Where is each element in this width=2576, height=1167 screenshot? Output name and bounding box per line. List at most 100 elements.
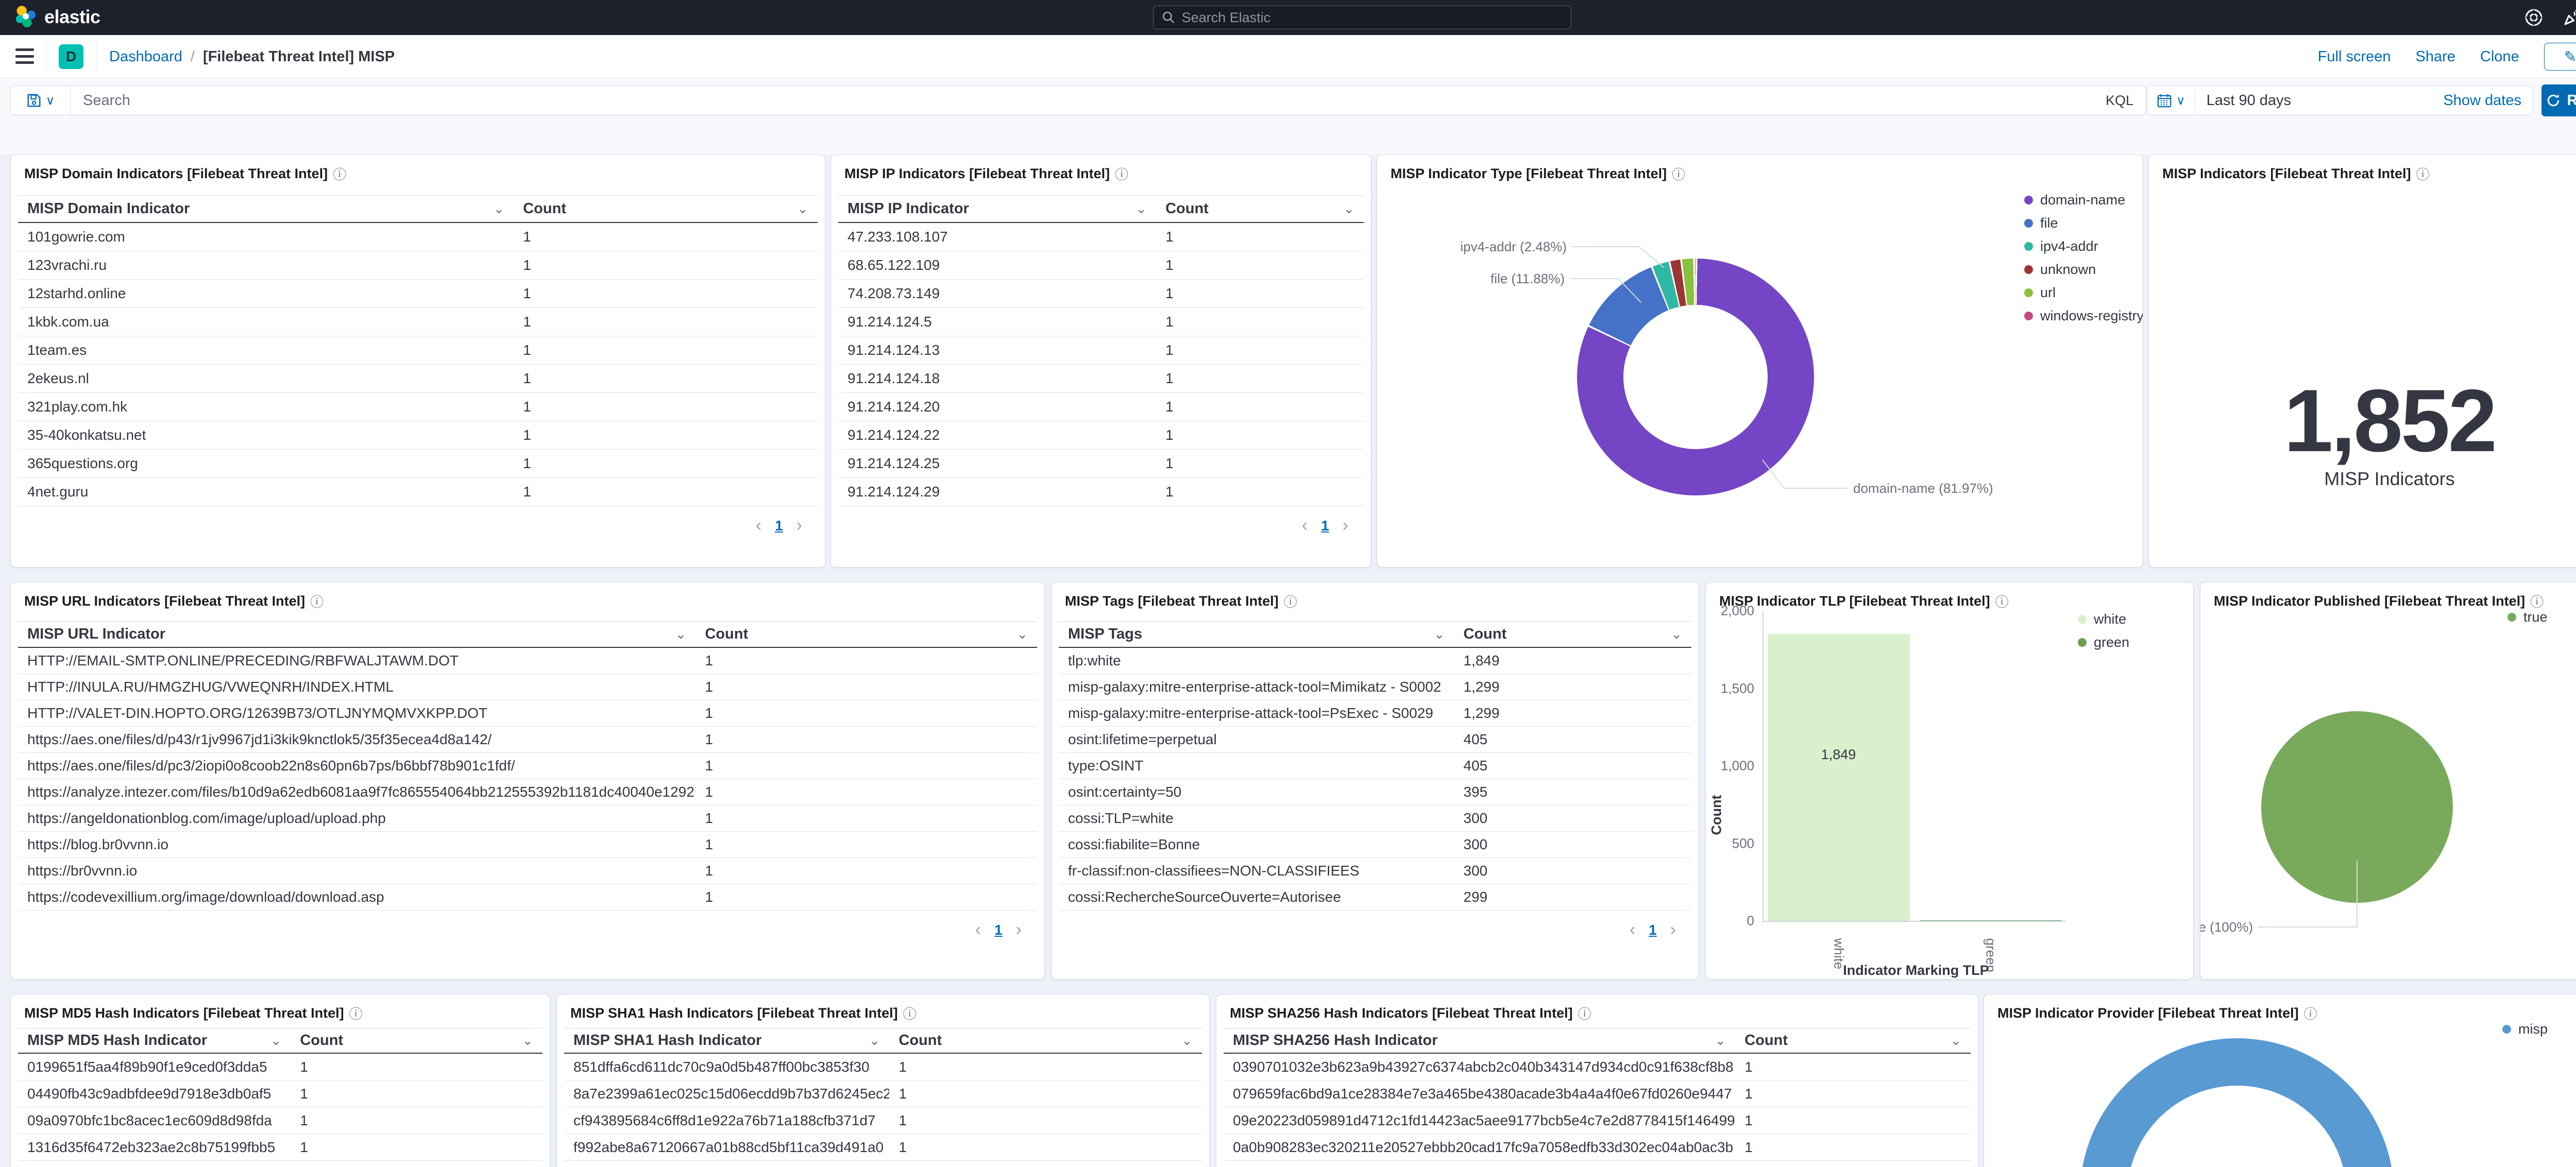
- table-row: 04490fb43c9adbfdee9d7918e3db0af5 1: [18, 1080, 543, 1107]
- date-quick-menu-button[interactable]: ∨: [2147, 86, 2195, 115]
- table-cell: cossi:TLP=white: [1068, 810, 1174, 826]
- page-number-button[interactable]: 1: [994, 921, 1003, 938]
- column-header[interactable]: Count ⌄: [300, 1032, 533, 1049]
- show-dates-button[interactable]: Show dates: [2443, 92, 2521, 109]
- info-icon[interactable]: ⓘ: [2416, 167, 2430, 182]
- previous-page-button[interactable]: ‹: [975, 920, 981, 939]
- table-cell: 04490fb43c9adbfdee9d7918e3db0af5: [27, 1085, 272, 1102]
- legend-dot-icon: [2078, 638, 2087, 647]
- column-header[interactable]: MISP MD5 Hash Indicator ⌄: [27, 1032, 282, 1049]
- global-search[interactable]: [1153, 6, 1571, 29]
- legend-item[interactable]: misp: [2502, 1021, 2548, 1037]
- legend-item[interactable]: file: [2024, 215, 2143, 231]
- global-search-input[interactable]: [1181, 9, 1563, 26]
- column-header[interactable]: Count ⌄: [1165, 200, 1354, 217]
- table-cell: 68.65.122.109: [848, 257, 940, 273]
- info-icon[interactable]: ⓘ: [2303, 1006, 2317, 1022]
- published-pie-chart[interactable]: [2261, 711, 2453, 903]
- full-screen-button[interactable]: Full screen: [2317, 48, 2391, 65]
- previous-page-button[interactable]: ‹: [1301, 516, 1308, 535]
- sort-chevron-icon[interactable]: ⌄: [1671, 626, 1682, 642]
- menu-icon[interactable]: [15, 48, 34, 64]
- column-header[interactable]: MISP Tags ⌄: [1068, 626, 1445, 642]
- whats-new-icon[interactable]: [2562, 7, 2576, 28]
- legend-item[interactable]: unknown: [2024, 262, 2143, 278]
- column-header[interactable]: MISP URL Indicator ⌄: [27, 626, 687, 642]
- sort-chevron-icon[interactable]: ⌄: [1950, 1033, 1961, 1048]
- table-row: 365questions.org 1: [18, 450, 818, 478]
- sort-chevron-icon[interactable]: ⌄: [869, 1033, 880, 1048]
- time-range-value[interactable]: Last 90 days: [2206, 92, 2292, 109]
- sort-chevron-icon[interactable]: ⌄: [1715, 1033, 1726, 1048]
- info-icon[interactable]: ⓘ: [1283, 594, 1297, 610]
- info-icon[interactable]: ⓘ: [333, 167, 347, 182]
- table-cell: https://aes.one/files/d/p43/r1jv9967jd1i…: [27, 731, 492, 747]
- saved-query-menu-button[interactable]: ∨: [10, 85, 70, 115]
- info-icon[interactable]: ⓘ: [1995, 594, 2009, 610]
- column-header[interactable]: Count ⌄: [1744, 1032, 1961, 1049]
- column-header[interactable]: Count ⌄: [705, 626, 1028, 642]
- table-cell: 4net.guru: [27, 484, 89, 500]
- bar-green[interactable]: [1919, 920, 2062, 921]
- logo-text: elastic: [44, 6, 100, 27]
- table-cell: 1: [1165, 342, 1174, 358]
- previous-page-button[interactable]: ‹: [1629, 920, 1636, 939]
- legend-item[interactable]: url: [2024, 285, 2143, 301]
- kql-search-bar[interactable]: KQL: [70, 85, 2146, 115]
- info-icon[interactable]: ⓘ: [1115, 167, 1129, 182]
- info-icon[interactable]: ⓘ: [1578, 1006, 1591, 1022]
- info-icon[interactable]: ⓘ: [903, 1006, 917, 1022]
- sort-chevron-icon[interactable]: ⌄: [797, 201, 808, 216]
- sort-chevron-icon[interactable]: ⌄: [1136, 201, 1147, 216]
- next-page-button[interactable]: ›: [1670, 920, 1676, 939]
- panel-title: MISP Indicator Type [Filebeat Threat Int…: [1391, 166, 1667, 181]
- clone-button[interactable]: Clone: [2480, 48, 2519, 65]
- next-page-button[interactable]: ›: [796, 516, 802, 535]
- sort-chevron-icon[interactable]: ⌄: [522, 1033, 533, 1048]
- breadcrumb-dashboard-link[interactable]: Dashboard: [109, 48, 182, 65]
- sort-chevron-icon[interactable]: ⌄: [1181, 1033, 1193, 1048]
- share-button[interactable]: Share: [2415, 48, 2455, 65]
- info-icon[interactable]: ⓘ: [349, 1006, 363, 1022]
- page-number-button[interactable]: 1: [1649, 921, 1657, 938]
- query-input[interactable]: [83, 92, 2095, 109]
- column-header[interactable]: Count ⌄: [1463, 626, 1683, 642]
- info-icon[interactable]: ⓘ: [2530, 594, 2544, 610]
- help-icon[interactable]: [2523, 7, 2544, 28]
- page-number-button[interactable]: 1: [1321, 517, 1329, 534]
- kql-syntax-button[interactable]: KQL: [2105, 92, 2133, 108]
- dashboard-badge[interactable]: D: [59, 44, 83, 69]
- info-icon[interactable]: ⓘ: [310, 594, 324, 610]
- legend-item[interactable]: green: [2078, 634, 2129, 650]
- legend-item[interactable]: white: [2078, 611, 2129, 627]
- legend-item[interactable]: domain-name: [2024, 192, 2143, 208]
- table-cell: 1: [899, 1112, 907, 1128]
- table-cell: 1: [705, 889, 713, 905]
- bar-white[interactable]: [1767, 634, 1910, 921]
- column-header[interactable]: MISP IP Indicator ⌄: [848, 200, 1147, 217]
- page-number-button[interactable]: 1: [775, 517, 783, 534]
- sort-chevron-icon[interactable]: ⌄: [1343, 201, 1354, 216]
- sort-chevron-icon[interactable]: ⌄: [493, 201, 505, 216]
- column-header[interactable]: Count ⌄: [899, 1032, 1193, 1049]
- legend-item[interactable]: windows-registry-key: [2024, 308, 2143, 324]
- table-cell: https://blog.br0vvnn.io: [27, 836, 168, 852]
- table-cell: 8a7e2399a61ec025c15d06ecdd9b7b37d6245ec2: [573, 1085, 890, 1102]
- column-header[interactable]: Count ⌄: [523, 200, 808, 217]
- legend-item[interactable]: ipv4-addr: [2024, 238, 2143, 254]
- next-page-button[interactable]: ›: [1015, 920, 1022, 939]
- edit-button[interactable]: ✎ Edit: [2544, 43, 2576, 71]
- sort-chevron-icon[interactable]: ⌄: [1016, 626, 1028, 642]
- column-header[interactable]: MISP Domain Indicator ⌄: [27, 200, 505, 217]
- sort-chevron-icon[interactable]: ⌄: [1433, 626, 1445, 642]
- sort-chevron-icon[interactable]: ⌄: [675, 626, 687, 642]
- legend-item[interactable]: true: [2507, 609, 2548, 625]
- sort-chevron-icon[interactable]: ⌄: [270, 1033, 282, 1048]
- next-page-button[interactable]: ›: [1342, 516, 1348, 535]
- info-icon[interactable]: ⓘ: [1672, 167, 1686, 182]
- previous-page-button[interactable]: ‹: [755, 516, 762, 535]
- elastic-logo[interactable]: elastic: [14, 5, 100, 29]
- refresh-button[interactable]: Refresh: [2541, 84, 2576, 116]
- column-header[interactable]: MISP SHA1 Hash Indicator ⌄: [573, 1032, 880, 1049]
- column-header[interactable]: MISP SHA256 Hash Indicator ⌄: [1233, 1032, 1726, 1049]
